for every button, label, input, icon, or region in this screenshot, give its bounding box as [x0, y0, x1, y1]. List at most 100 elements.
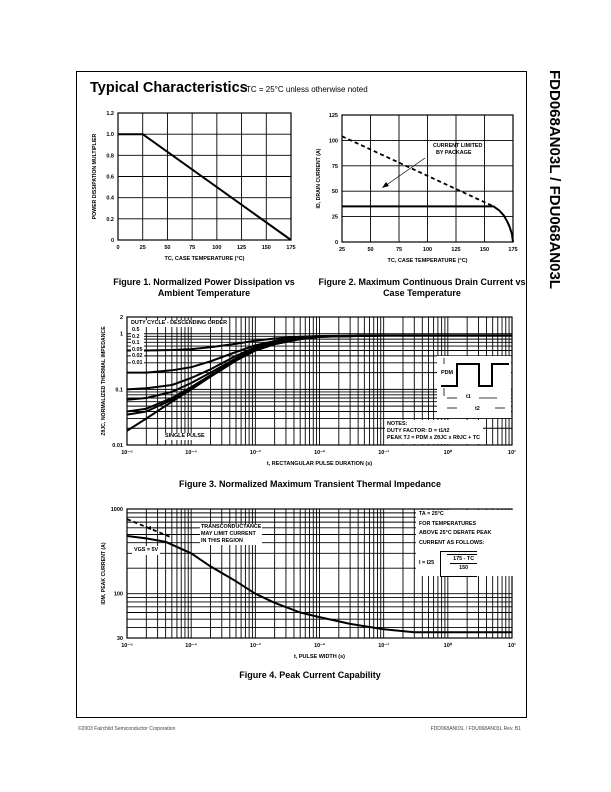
- y-tick-label: 1000: [111, 507, 123, 513]
- page-title: Typical Characteristics: [90, 80, 248, 96]
- x-tick-label: 175: [508, 247, 517, 253]
- derate-formula: I = I25 175 - TC 150: [419, 551, 513, 577]
- x-tick-label: 10⁻³: [250, 642, 261, 649]
- note-line: MAY LIMIT CURRENT: [201, 531, 256, 537]
- fig3-duty-cycle-title: DUTY CYCLE - DESCENDING ORDER: [130, 320, 229, 327]
- fig4-transconductance-note: TRANSCONDUCTANCE MAY LIMIT CURRENT IN TH…: [200, 524, 263, 545]
- fig3-pulse-inset: PDM t1 t2: [437, 356, 511, 418]
- x-tick-label: 10⁻⁴: [185, 643, 197, 649]
- y-tick-label: 0: [335, 240, 338, 246]
- x-tick-label: 125: [451, 247, 460, 253]
- duty-label: 0.2: [132, 333, 140, 340]
- x-tick-label: 75: [396, 247, 402, 253]
- x-tick-label: 10⁻³: [250, 449, 261, 456]
- y-tick-label: 1.2: [106, 111, 114, 117]
- arrow-head: [382, 182, 389, 188]
- series-line-multiplier: [118, 133, 292, 241]
- duty-label: 0.05: [132, 346, 143, 353]
- fig3-notes: NOTES: DUTY FACTOR: D = t1/t2 PEAK TJ = …: [385, 420, 483, 444]
- fig3-single-pulse-label: SINGLE PULSE: [164, 433, 206, 440]
- derate-line: TA = 25°C: [419, 511, 444, 517]
- fig3-chart: 10⁻⁵ 10⁻⁴ 10⁻³ 10⁻² 10⁻¹ 10⁰ 10¹ 0.01 0.1 1 2 t, RE…: [101, 315, 516, 467]
- derate-line: ABOVE 25°C DERATE PEAK: [419, 530, 492, 536]
- derate-line: CURRENT AS FOLLOWS:: [419, 539, 485, 546]
- duty-label: 0.02: [132, 353, 143, 359]
- fig4-vgs-label: VGS = 5V: [132, 546, 161, 555]
- inset-t1-label: t1: [466, 394, 471, 400]
- formula-sqrt: 175 - TC 150: [440, 551, 478, 577]
- x-axis-label: t, PULSE WIDTH (s): [294, 654, 345, 660]
- x-tick-label: 10⁻²: [314, 449, 325, 456]
- plot-frame: [126, 316, 513, 446]
- x-tick-label: 25: [339, 247, 345, 253]
- page-frame: [76, 71, 527, 718]
- x-tick-label: 10⁻⁵: [121, 450, 133, 456]
- y-tick-label: 25: [332, 215, 338, 221]
- fig2-arrow-icon: [382, 157, 426, 188]
- y-tick-label: 100: [329, 138, 338, 144]
- fig2-package-limit-label: CURRENT LIMITED BY PACKAGE: [433, 143, 482, 157]
- y-tick-label: 100: [114, 592, 123, 598]
- y-tick-label: 1.0: [106, 132, 114, 138]
- fig3-duty-cycle-labels: 0.5 0.2 0.1 0.05 0.02 0.01: [131, 327, 144, 366]
- duty-label: 0.5: [132, 327, 140, 333]
- y-axis-label: ID, DRAIN CURRENT (A): [316, 148, 322, 208]
- notes-line: DUTY FACTOR: D = t1/t2: [387, 428, 450, 434]
- formula-numerator: 175 - TC: [450, 555, 478, 564]
- x-tick-label: 100: [423, 247, 432, 253]
- x-tick-label: 0: [116, 245, 119, 251]
- x-tick-label: 10⁻⁵: [121, 643, 133, 649]
- x-tick-label: 150: [480, 247, 489, 253]
- note-line: IN THIS REGION: [201, 538, 243, 544]
- x-tick-label: 150: [262, 245, 271, 251]
- y-tick-label: 0.01: [112, 443, 123, 449]
- x-tick-label: 50: [164, 245, 170, 251]
- arrow-head: [146, 526, 151, 530]
- series-line-single-pulse: [126, 334, 512, 432]
- figure-3-caption: Figure 3. Normalized Maximum Transient T…: [178, 479, 442, 489]
- figure-4-caption: Figure 4. Peak Current Capability: [239, 670, 381, 680]
- y-tick-label: 0.4: [106, 196, 115, 202]
- x-tick-label: 10⁻²: [314, 642, 325, 649]
- formula-fraction: 175 - TC 150: [447, 554, 478, 572]
- x-tick-label: 175: [286, 245, 295, 251]
- notes-line: NOTES:: [387, 421, 408, 427]
- x-axis-label: TC, CASE TEMPERATURE (°C): [387, 258, 467, 264]
- x-tick-label: 10¹: [508, 642, 516, 649]
- x-tick-label: 50: [367, 247, 373, 253]
- x-tick-label: 100: [212, 245, 221, 251]
- y-tick-label: 0: [111, 238, 114, 244]
- y-tick-label: 125: [329, 113, 338, 119]
- x-tick-label: 125: [237, 245, 246, 251]
- x-tick-label: 10⁻¹: [378, 449, 389, 456]
- y-tick-label: 50: [332, 189, 338, 195]
- figure-1-caption: Figure 1. Normalized Power Dissipation v…: [113, 277, 295, 298]
- pulse-waveform-icon: [441, 358, 509, 409]
- inset-pdm-label: PDM: [441, 370, 453, 376]
- note-line: TRANSCONDUCTANCE: [201, 524, 262, 530]
- inset-t2-label: t2: [475, 406, 480, 412]
- x-tick-label: 10⁻¹: [378, 642, 389, 649]
- series-line-vgs-5v: [126, 535, 512, 634]
- duty-label: 0.1: [132, 340, 140, 346]
- x-axis-label: t, RECTANGULAR PULSE DURATION (s): [267, 461, 372, 467]
- y-tick-label: 75: [332, 164, 338, 170]
- x-tick-label: 10⁰: [444, 642, 453, 649]
- series-line-package-limit: [342, 205, 514, 243]
- figure-2-caption: Figure 2. Maximum Continuous Drain Curre…: [318, 277, 526, 298]
- y-tick-label: 2: [120, 315, 123, 321]
- label-line: CURRENT LIMITED: [433, 143, 483, 149]
- x-tick-label: 10⁰: [444, 449, 453, 456]
- x-tick-label: 75: [189, 245, 195, 251]
- y-axis-label: POWER DISSIPATION MULTIPLIER: [92, 133, 98, 219]
- y-tick-label: 1: [120, 332, 123, 338]
- footer-part-revision: FDD068AN03L / FDU068AN03L Rev. B1: [430, 726, 521, 732]
- footer-copyright: ©2003 Fairchild Semiconductor Corporatio…: [78, 726, 176, 732]
- y-axis-label: ZθJC, NORMALIZED THERMAL IMPEDANCE: [101, 326, 107, 436]
- x-tick-label: 25: [140, 245, 146, 251]
- plot-frame: [341, 114, 514, 243]
- y-tick-label: 0.6: [106, 175, 114, 181]
- x-axis-label: TC, CASE TEMPERATURE (°C): [164, 256, 244, 262]
- formula-lhs: I = I25: [419, 560, 435, 566]
